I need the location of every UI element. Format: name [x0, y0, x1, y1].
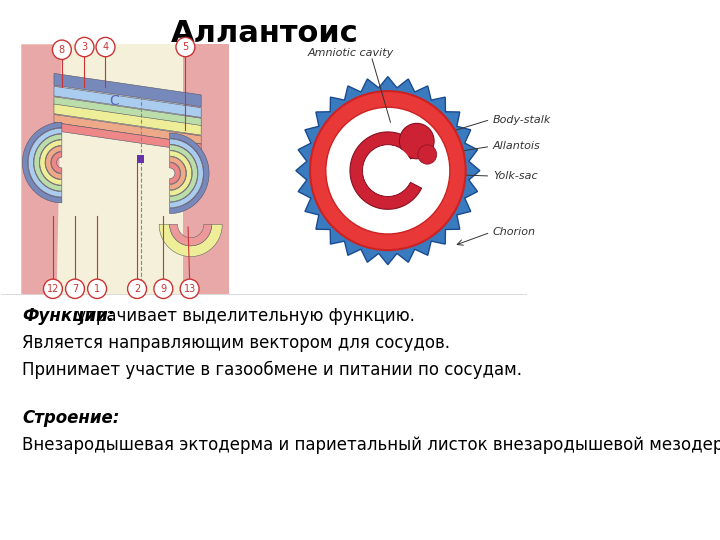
Polygon shape — [22, 122, 62, 203]
Polygon shape — [54, 104, 201, 135]
Text: 13: 13 — [184, 284, 196, 294]
Circle shape — [88, 279, 107, 299]
Text: C: C — [109, 94, 120, 108]
Circle shape — [75, 37, 94, 57]
Text: Является направляющим вектором для сосудов.: Является направляющим вектором для сосуд… — [22, 334, 451, 352]
Text: 8: 8 — [59, 45, 65, 55]
Circle shape — [310, 91, 466, 250]
Polygon shape — [54, 97, 201, 126]
Circle shape — [400, 123, 434, 159]
Polygon shape — [40, 140, 62, 185]
Bar — [22, 44, 229, 294]
Polygon shape — [159, 224, 222, 256]
Polygon shape — [54, 86, 201, 117]
Polygon shape — [170, 145, 197, 202]
Polygon shape — [170, 139, 203, 208]
Text: 5: 5 — [182, 42, 189, 52]
Polygon shape — [34, 134, 62, 191]
Text: Принимает участие в газообмене и питании по сосудам.: Принимает участие в газообмене и питании… — [22, 360, 523, 379]
Polygon shape — [170, 133, 209, 214]
Text: Chorion: Chorion — [493, 227, 536, 238]
Text: 12: 12 — [47, 284, 59, 294]
Polygon shape — [45, 146, 62, 179]
Text: Yolk-sac: Yolk-sac — [493, 171, 538, 181]
Polygon shape — [28, 128, 62, 197]
Text: Allantois: Allantois — [493, 141, 541, 151]
Polygon shape — [170, 163, 180, 184]
Circle shape — [96, 37, 115, 57]
Circle shape — [43, 279, 63, 299]
Polygon shape — [51, 152, 62, 173]
Polygon shape — [296, 77, 480, 265]
Polygon shape — [170, 157, 186, 190]
Circle shape — [363, 145, 413, 196]
Circle shape — [310, 91, 466, 250]
Text: 1: 1 — [94, 284, 100, 294]
Text: утрачивает выделительную функцию.: утрачивает выделительную функцию. — [71, 307, 415, 325]
Circle shape — [418, 145, 437, 164]
Text: Body-stalk: Body-stalk — [493, 114, 552, 125]
Text: Строение:: Строение: — [22, 409, 120, 427]
Circle shape — [127, 279, 146, 299]
Text: Аллантоис: Аллантоис — [171, 19, 358, 48]
Text: Amniotic cavity: Amniotic cavity — [308, 48, 394, 58]
Polygon shape — [170, 151, 192, 196]
Bar — [137, 155, 145, 163]
Text: Функции:: Функции: — [22, 307, 114, 325]
Text: 2: 2 — [134, 284, 140, 294]
Circle shape — [176, 37, 195, 57]
Circle shape — [66, 279, 84, 299]
Circle shape — [53, 40, 71, 59]
Text: 9: 9 — [161, 284, 166, 294]
Text: 7: 7 — [72, 284, 78, 294]
Polygon shape — [54, 123, 201, 152]
Polygon shape — [183, 44, 228, 294]
Polygon shape — [54, 114, 201, 144]
Circle shape — [180, 279, 199, 299]
Polygon shape — [22, 44, 62, 294]
Polygon shape — [350, 132, 422, 210]
Text: Внезародышевая эктодерма и париетальный листок внезародышевой мезодермы: Внезародышевая эктодерма и париетальный … — [22, 436, 720, 454]
Text: 3: 3 — [81, 42, 88, 52]
Polygon shape — [170, 224, 212, 246]
Circle shape — [325, 107, 450, 234]
Polygon shape — [54, 73, 201, 107]
Text: 4: 4 — [102, 42, 109, 52]
Circle shape — [154, 279, 173, 299]
